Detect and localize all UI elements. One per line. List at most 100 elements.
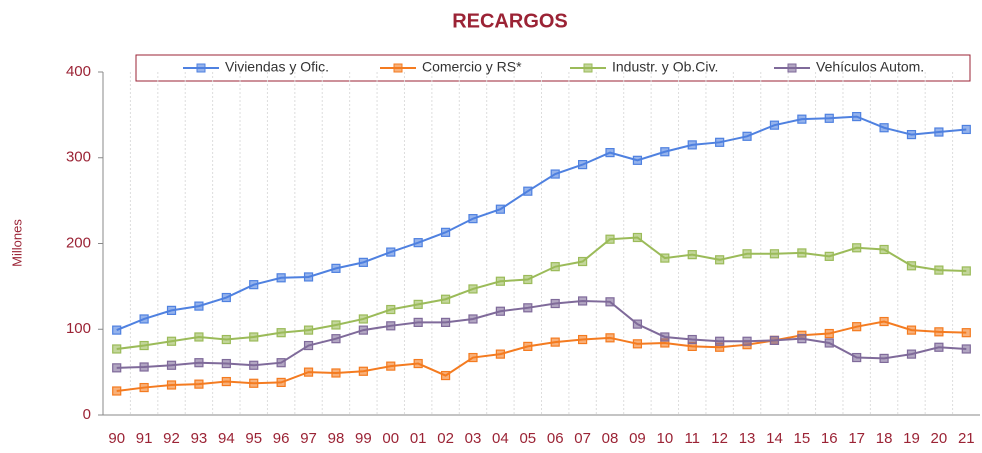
data-point [386, 304, 396, 315]
legend-label: Vehículos Autom. [816, 59, 924, 75]
data-point [194, 379, 204, 389]
data-point [961, 328, 971, 338]
data-point [578, 256, 588, 267]
data-point [249, 378, 259, 388]
y-tick-label: 400 [66, 63, 91, 80]
x-tick-label: 03 [465, 430, 482, 447]
data-point [742, 131, 752, 141]
data-point [632, 232, 643, 243]
data-point [523, 186, 533, 196]
data-point [934, 127, 944, 137]
legend-marker [583, 63, 593, 73]
data-point [550, 169, 560, 179]
data-point [112, 386, 122, 396]
data-point [386, 361, 396, 371]
data-point [440, 294, 451, 304]
x-tick-label: 98 [328, 430, 345, 447]
data-point [660, 147, 670, 157]
x-tick-label: 21 [958, 430, 975, 447]
data-point [934, 342, 944, 352]
data-point [961, 266, 971, 276]
data-point [358, 257, 368, 267]
data-point [358, 314, 368, 324]
data-point [221, 376, 231, 387]
x-tick-label: 06 [547, 430, 564, 447]
data-point [249, 332, 259, 342]
data-point [906, 261, 917, 271]
data-point [632, 155, 643, 165]
data-point [715, 137, 725, 147]
x-tick-label: 90 [108, 430, 125, 447]
data-point [769, 120, 780, 130]
data-point [194, 301, 204, 311]
data-point [358, 325, 368, 335]
data-point [139, 340, 149, 351]
data-point [495, 349, 505, 359]
data-point [961, 344, 971, 354]
data-point [495, 204, 505, 214]
data-point [386, 247, 396, 257]
data-point [331, 320, 341, 330]
data-point [934, 265, 944, 275]
data-point [523, 341, 533, 351]
legend-label: Viviendas y Ofic. [225, 59, 329, 75]
data-point [221, 358, 231, 369]
data-point [632, 339, 643, 349]
data-point [605, 234, 615, 244]
x-tick-label: 91 [136, 430, 153, 447]
data-point [852, 243, 862, 253]
data-point [879, 316, 889, 327]
data-point [221, 292, 231, 303]
data-point [687, 334, 697, 345]
data-point [249, 360, 259, 370]
y-tick-label: 300 [66, 149, 91, 166]
legend-label: Comercio y RS* [422, 59, 522, 75]
x-tick-label: 18 [876, 430, 893, 447]
data-point [824, 113, 834, 123]
data-point [194, 332, 204, 342]
x-tick-label: 09 [629, 430, 646, 447]
data-point [495, 276, 505, 286]
data-point [276, 377, 286, 388]
x-tick-label: 93 [191, 430, 208, 447]
x-tick-label: 08 [602, 430, 619, 447]
data-point [523, 274, 533, 285]
x-tick-label: 01 [410, 430, 427, 447]
data-point [495, 306, 505, 316]
x-tick-label: 16 [821, 430, 838, 447]
data-point [303, 340, 314, 351]
data-point [550, 262, 560, 272]
x-tick-label: 07 [574, 430, 591, 447]
data-point [605, 297, 615, 307]
x-tick-label: 05 [519, 430, 536, 447]
data-point [605, 148, 615, 158]
data-point [276, 358, 286, 368]
data-point [440, 370, 451, 381]
data-point [906, 129, 917, 140]
data-point [194, 358, 204, 368]
legend-box [135, 54, 971, 82]
data-point [413, 238, 423, 248]
data-point [797, 114, 807, 124]
x-tick-label: 99 [355, 430, 372, 447]
data-point [797, 248, 807, 258]
data-point [523, 303, 533, 313]
data-point [112, 363, 122, 373]
x-tick-label: 92 [163, 430, 180, 447]
x-tick-label: 20 [931, 430, 948, 447]
x-tick-label: 17 [848, 430, 865, 447]
data-point [303, 367, 314, 377]
data-point [386, 321, 396, 331]
data-point [879, 123, 889, 133]
data-point [468, 314, 478, 324]
x-tick-label: 04 [492, 430, 509, 447]
data-point [139, 362, 149, 372]
data-point [276, 328, 286, 338]
data-point [852, 322, 862, 332]
legend-marker [393, 63, 403, 73]
data-point [879, 244, 889, 255]
data-point [550, 298, 560, 309]
chart-title: RECARGOS [452, 10, 568, 32]
data-point [715, 255, 725, 265]
data-point [331, 334, 341, 344]
